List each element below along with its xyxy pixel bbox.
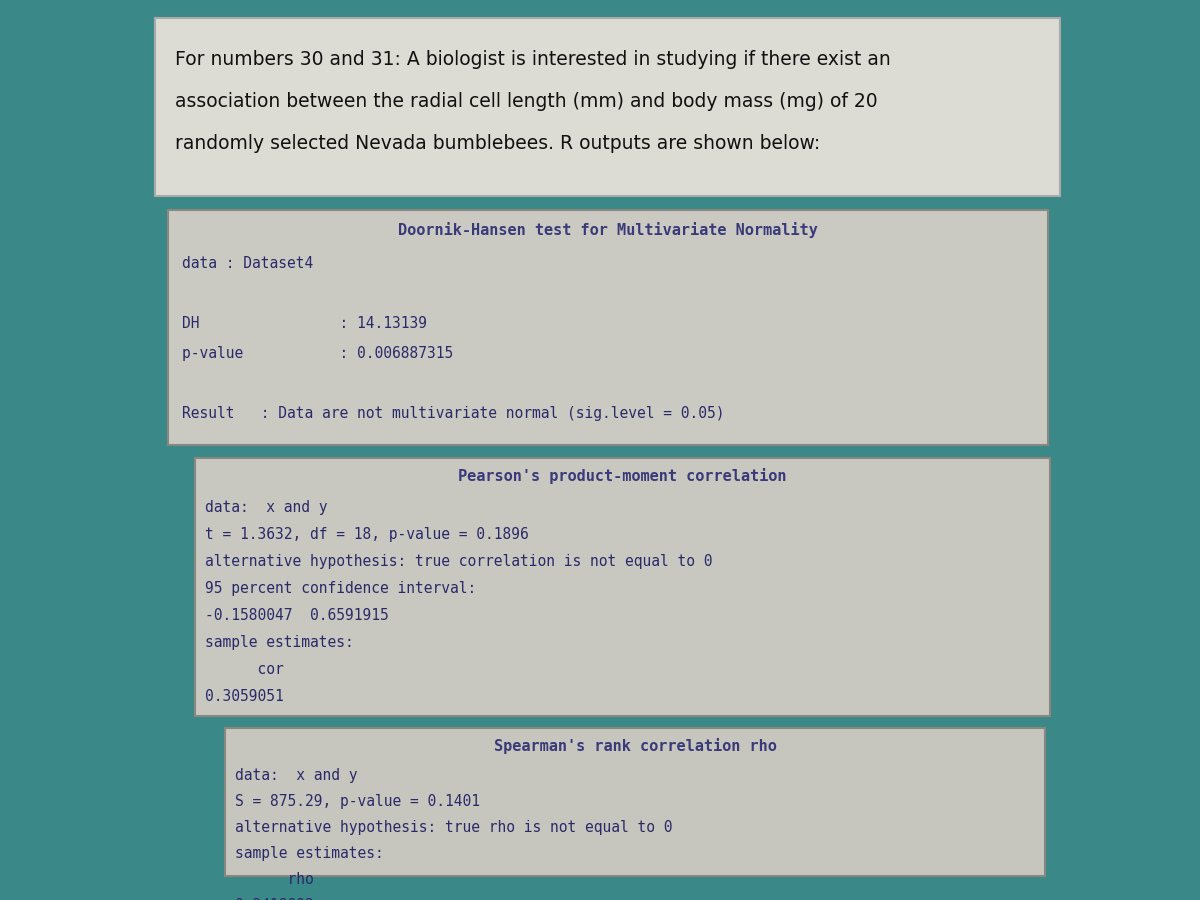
- Text: alternative hypothesis: true rho is not equal to 0: alternative hypothesis: true rho is not …: [235, 820, 672, 835]
- Text: sample estimates:: sample estimates:: [235, 846, 384, 861]
- Text: Spearman's rank correlation rho: Spearman's rank correlation rho: [493, 738, 776, 754]
- Text: Result   : Data are not multivariate normal (sig.level = 0.05): Result : Data are not multivariate norma…: [182, 406, 725, 421]
- Text: 0.3418892: 0.3418892: [235, 898, 313, 900]
- Bar: [226, 728, 1045, 876]
- Bar: [168, 210, 1048, 445]
- Text: S = 875.29, p-value = 0.1401: S = 875.29, p-value = 0.1401: [235, 794, 480, 809]
- Text: Pearson's product-moment correlation: Pearson's product-moment correlation: [458, 468, 787, 484]
- Text: association between the radial cell length (mm) and body mass (mg) of 20: association between the radial cell leng…: [175, 92, 877, 111]
- Text: cor: cor: [205, 662, 283, 677]
- Text: data:  x and y: data: x and y: [205, 500, 328, 515]
- Text: sample estimates:: sample estimates:: [205, 635, 354, 650]
- Text: -0.1580047  0.6591915: -0.1580047 0.6591915: [205, 608, 389, 623]
- Text: t = 1.3632, df = 18, p-value = 0.1896: t = 1.3632, df = 18, p-value = 0.1896: [205, 527, 529, 542]
- Text: rho: rho: [235, 872, 313, 887]
- Bar: [194, 458, 1050, 716]
- Text: Doornik-Hansen test for Multivariate Normality: Doornik-Hansen test for Multivariate Nor…: [398, 222, 818, 238]
- Text: data:  x and y: data: x and y: [235, 768, 358, 783]
- Text: data : Dataset4: data : Dataset4: [182, 256, 313, 271]
- Text: randomly selected Nevada bumblebees. R outputs are shown below:: randomly selected Nevada bumblebees. R o…: [175, 134, 821, 153]
- Text: alternative hypothesis: true correlation is not equal to 0: alternative hypothesis: true correlation…: [205, 554, 713, 569]
- Bar: [155, 18, 1060, 196]
- Text: DH                : 14.13139: DH : 14.13139: [182, 316, 427, 331]
- Text: 0.3059051: 0.3059051: [205, 689, 283, 704]
- Text: 95 percent confidence interval:: 95 percent confidence interval:: [205, 581, 476, 596]
- Text: p-value           : 0.006887315: p-value : 0.006887315: [182, 346, 454, 361]
- Text: For numbers 30 and 31: A biologist is interested in studying if there exist an: For numbers 30 and 31: A biologist is in…: [175, 50, 890, 69]
